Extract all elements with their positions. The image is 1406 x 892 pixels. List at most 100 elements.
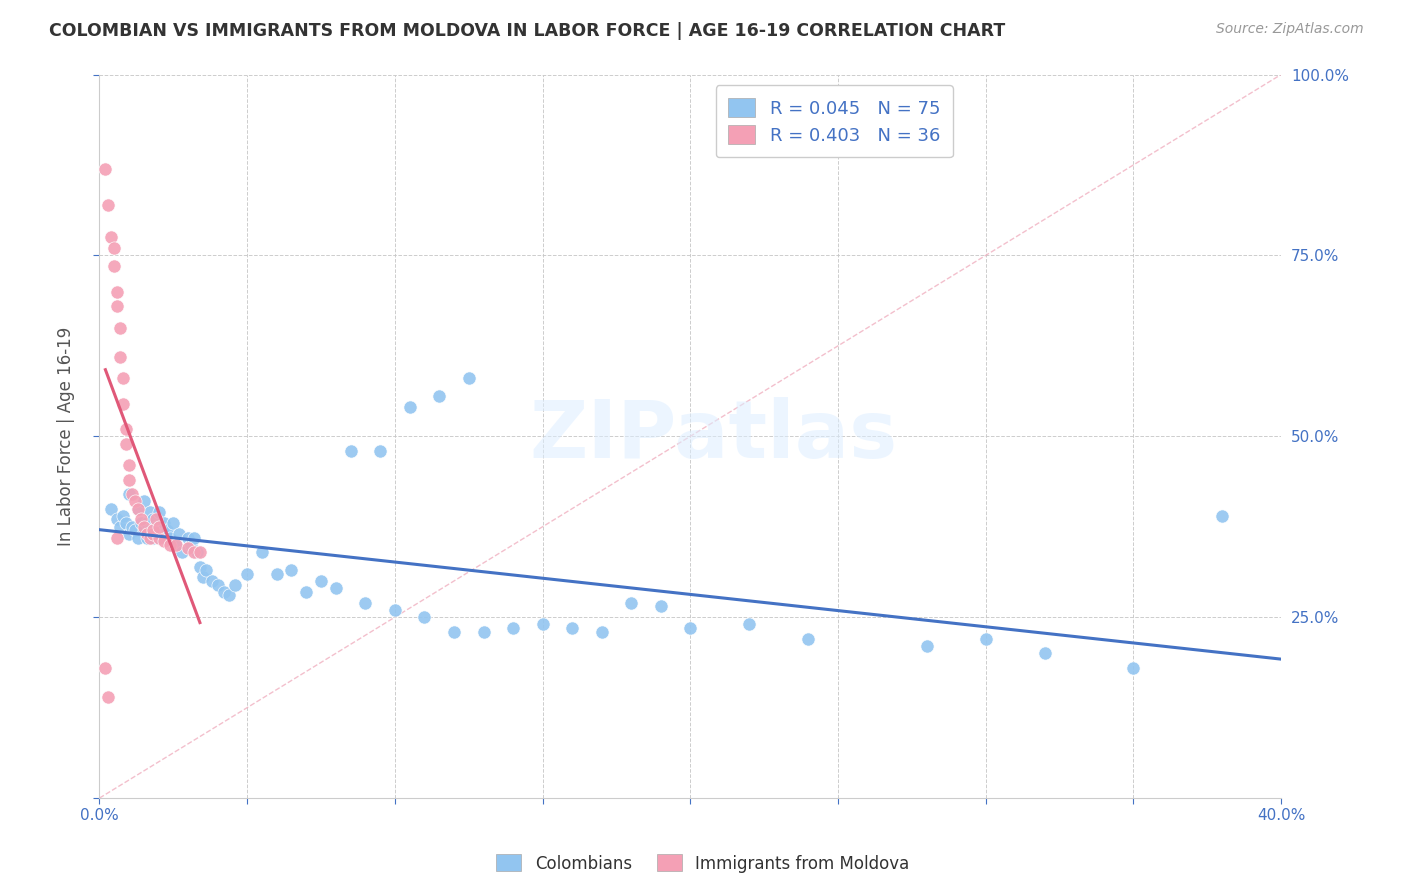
Point	[384, 603, 406, 617]
Point	[121, 487, 143, 501]
Text: Source: ZipAtlas.com: Source: ZipAtlas.com	[1216, 22, 1364, 37]
Point	[145, 520, 167, 534]
Point	[132, 524, 155, 538]
Point	[97, 690, 120, 704]
Point	[457, 371, 479, 385]
Point	[127, 531, 149, 545]
Point	[368, 443, 391, 458]
Y-axis label: In Labor Force | Age 16-19: In Labor Force | Age 16-19	[58, 326, 75, 546]
Point	[94, 161, 117, 176]
Point	[325, 581, 347, 595]
Point	[115, 436, 138, 450]
Point	[135, 527, 157, 541]
Point	[118, 458, 141, 473]
Point	[212, 585, 235, 599]
Point	[339, 443, 361, 458]
Point	[295, 585, 318, 599]
Point	[142, 512, 165, 526]
Point	[121, 520, 143, 534]
Point	[103, 241, 125, 255]
Point	[679, 621, 702, 635]
Point	[142, 527, 165, 541]
Point	[797, 632, 820, 646]
Point	[138, 524, 160, 538]
Point	[162, 516, 184, 530]
Point	[118, 473, 141, 487]
Point	[112, 397, 135, 411]
Point	[124, 524, 146, 538]
Point	[153, 516, 176, 530]
Point	[105, 299, 128, 313]
Point	[138, 505, 160, 519]
Point	[165, 538, 187, 552]
Point	[1122, 661, 1144, 675]
Point	[132, 494, 155, 508]
Point	[620, 596, 643, 610]
Point	[915, 639, 938, 653]
Point	[354, 596, 377, 610]
Point	[118, 527, 141, 541]
Point	[148, 520, 170, 534]
Point	[153, 531, 176, 545]
Text: COLOMBIAN VS IMMIGRANTS FROM MOLDOVA IN LABOR FORCE | AGE 16-19 CORRELATION CHAR: COLOMBIAN VS IMMIGRANTS FROM MOLDOVA IN …	[49, 22, 1005, 40]
Point	[115, 516, 138, 530]
Point	[142, 524, 165, 538]
Point	[472, 624, 495, 639]
Point	[443, 624, 465, 639]
Point	[180, 538, 202, 552]
Point	[127, 501, 149, 516]
Point	[129, 512, 152, 526]
Point	[738, 617, 761, 632]
Point	[188, 559, 211, 574]
Point	[591, 624, 613, 639]
Point	[207, 577, 229, 591]
Point	[108, 350, 131, 364]
Point	[188, 545, 211, 559]
Point	[201, 574, 224, 588]
Point	[103, 259, 125, 273]
Point	[183, 531, 205, 545]
Point	[280, 563, 302, 577]
Point	[108, 520, 131, 534]
Point	[159, 531, 181, 545]
Point	[148, 531, 170, 545]
Point	[159, 538, 181, 552]
Point	[156, 524, 179, 538]
Point	[100, 230, 122, 244]
Point	[1211, 508, 1233, 523]
Point	[650, 599, 672, 614]
Point	[266, 566, 288, 581]
Point	[127, 501, 149, 516]
Point	[132, 520, 155, 534]
Point	[105, 531, 128, 545]
Point	[150, 524, 173, 538]
Point	[218, 589, 240, 603]
Point	[138, 531, 160, 545]
Point	[142, 531, 165, 545]
Point	[118, 487, 141, 501]
Point	[183, 545, 205, 559]
Point	[153, 534, 176, 549]
Point	[124, 494, 146, 508]
Point	[94, 661, 117, 675]
Point	[112, 371, 135, 385]
Point	[135, 531, 157, 545]
Point	[502, 621, 524, 635]
Point	[398, 401, 420, 415]
Point	[531, 617, 554, 632]
Point	[194, 563, 217, 577]
Point	[974, 632, 997, 646]
Point	[186, 545, 208, 559]
Point	[115, 422, 138, 436]
Point	[172, 545, 194, 559]
Legend: R = 0.045   N = 75, R = 0.403   N = 36: R = 0.045 N = 75, R = 0.403 N = 36	[716, 85, 953, 157]
Point	[250, 545, 273, 559]
Point	[148, 505, 170, 519]
Point	[236, 566, 259, 581]
Legend: Colombians, Immigrants from Moldova: Colombians, Immigrants from Moldova	[489, 847, 917, 880]
Point	[112, 508, 135, 523]
Point	[165, 538, 187, 552]
Point	[129, 516, 152, 530]
Point	[177, 531, 200, 545]
Text: ZIPatlas: ZIPatlas	[530, 397, 898, 475]
